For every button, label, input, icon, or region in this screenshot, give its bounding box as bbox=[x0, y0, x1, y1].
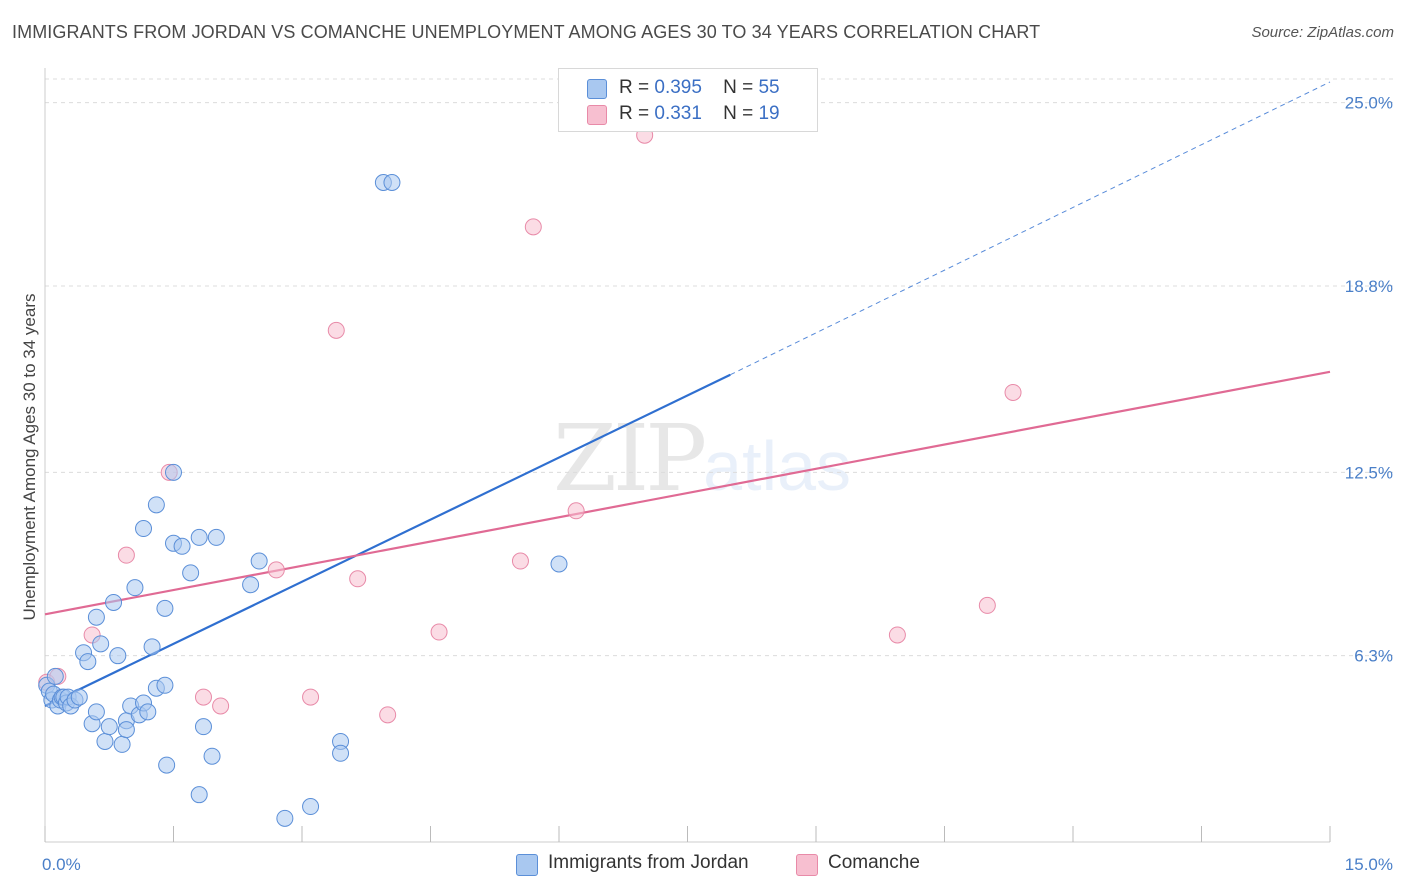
legend-n-label: N = bbox=[723, 103, 754, 124]
label-layer: 6.3% 12.5% 18.8% 25.0% 0.0% 15.0% bbox=[42, 94, 1393, 874]
chart-title: IMMIGRANTS FROM JORDAN VS COMANCHE UNEMP… bbox=[12, 22, 1041, 42]
data-point-jordan bbox=[207, 528, 225, 546]
data-point-comanche bbox=[302, 688, 320, 706]
data-point-comanche bbox=[379, 706, 397, 724]
data-point-comanche bbox=[194, 688, 212, 706]
data-point-jordan bbox=[139, 703, 157, 721]
legend-r-label: R = bbox=[619, 103, 650, 124]
source-label: Source: ZipAtlas.com bbox=[1251, 24, 1394, 41]
legend-swatch-jordan bbox=[587, 79, 607, 99]
x-tick-label: 0.0% bbox=[42, 855, 81, 874]
data-point-jordan bbox=[190, 528, 208, 546]
data-point-jordan bbox=[165, 463, 182, 481]
trend-line-jordan bbox=[44, 373, 731, 707]
data-point-jordan bbox=[250, 552, 268, 570]
data-point-jordan bbox=[87, 608, 105, 626]
data-point-jordan bbox=[79, 653, 97, 671]
data-point-jordan bbox=[242, 576, 260, 594]
trend-layer bbox=[44, 81, 1331, 707]
legend-r-value-comanche: 0.331 bbox=[654, 103, 702, 124]
data-point-jordan bbox=[156, 676, 174, 694]
data-point-comanche bbox=[1004, 383, 1022, 401]
trend-line-jordan-extension bbox=[730, 81, 1331, 376]
legend-n-value-jordan: 55 bbox=[758, 77, 780, 98]
correlation-legend: R = 0.395 N = 55 R = 0.331 N = 19 bbox=[558, 68, 818, 132]
data-point-jordan bbox=[182, 564, 200, 582]
legend-r-value-jordan: 0.395 bbox=[654, 77, 702, 98]
bottom-legend-label-jordan: Immigrants from Jordan bbox=[548, 852, 749, 873]
x-tick-label: 15.0% bbox=[1345, 855, 1393, 874]
data-point-jordan bbox=[190, 786, 208, 804]
data-point-comanche bbox=[978, 596, 996, 614]
bottom-legend-swatch-comanche bbox=[796, 854, 818, 876]
bottom-legend-swatch-jordan bbox=[516, 854, 538, 876]
data-point-jordan bbox=[383, 174, 401, 192]
axis-layer bbox=[44, 68, 1331, 843]
y-tick-label: 12.5% bbox=[1345, 463, 1393, 482]
legend-n-label: N = bbox=[723, 77, 754, 98]
data-point-jordan bbox=[117, 721, 135, 739]
data-point-jordan bbox=[109, 647, 127, 665]
data-point-comanche bbox=[511, 552, 529, 570]
data-point-comanche bbox=[567, 502, 585, 520]
data-point-jordan bbox=[332, 744, 350, 762]
bottom-legend-label-comanche: Comanche bbox=[828, 852, 920, 873]
data-point-jordan bbox=[135, 520, 153, 538]
points-layer bbox=[38, 126, 1022, 827]
data-point-jordan bbox=[92, 635, 110, 653]
y-tick-label: 6.3% bbox=[1354, 647, 1393, 666]
grid-layer bbox=[45, 78, 1394, 657]
data-point-comanche bbox=[430, 623, 448, 641]
data-point-comanche bbox=[212, 697, 230, 715]
data-point-comanche bbox=[524, 218, 542, 236]
y-tick-label: 18.8% bbox=[1345, 277, 1393, 296]
data-point-jordan bbox=[70, 688, 88, 706]
legend-n-value-comanche: 19 bbox=[758, 103, 780, 124]
data-point-comanche bbox=[888, 626, 906, 644]
data-point-jordan bbox=[302, 798, 320, 816]
y-tick-label: 25.0% bbox=[1345, 94, 1393, 113]
data-point-jordan bbox=[194, 718, 212, 736]
legend-text-comanche: R = 0.331 N = 19 bbox=[619, 103, 780, 125]
legend-swatch-comanche bbox=[587, 105, 607, 125]
data-point-jordan bbox=[147, 496, 165, 514]
data-point-comanche bbox=[327, 321, 345, 339]
data-point-comanche bbox=[267, 561, 285, 579]
data-point-jordan bbox=[203, 747, 221, 765]
data-point-jordan bbox=[550, 555, 568, 573]
data-point-jordan bbox=[156, 599, 174, 617]
data-point-jordan bbox=[143, 638, 161, 656]
data-point-jordan bbox=[173, 537, 191, 555]
data-point-jordan bbox=[158, 756, 176, 774]
data-point-jordan bbox=[100, 718, 118, 736]
data-point-comanche bbox=[117, 546, 135, 564]
legend-r-label: R = bbox=[619, 77, 650, 98]
data-point-jordan bbox=[126, 579, 144, 597]
legend-text-jordan: R = 0.395 N = 55 bbox=[619, 77, 780, 99]
data-point-comanche bbox=[349, 570, 367, 588]
trend-line-comanche bbox=[44, 370, 1331, 616]
data-point-jordan bbox=[46, 667, 64, 685]
data-point-jordan bbox=[113, 735, 131, 753]
data-point-jordan bbox=[105, 593, 123, 611]
data-point-jordan bbox=[276, 809, 294, 827]
data-point-jordan bbox=[96, 732, 114, 750]
data-point-jordan bbox=[87, 703, 105, 721]
